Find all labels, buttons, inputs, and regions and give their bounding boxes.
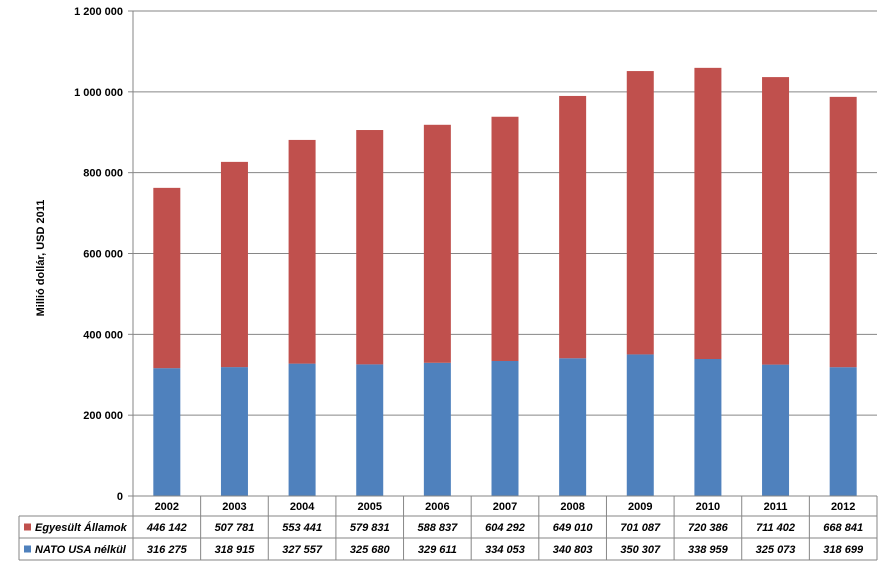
- bar-usa-2002: [153, 187, 181, 369]
- x-tick-label: 2002: [155, 501, 179, 513]
- x-tick-label: 2003: [222, 501, 246, 513]
- data-label: 711 402: [756, 522, 795, 534]
- y-tick-label: 400 000: [83, 329, 123, 341]
- data-label: 316 275: [147, 544, 188, 556]
- bar-usa-2009: [626, 71, 654, 355]
- bar-nato-2007: [491, 360, 519, 496]
- x-tick-label: 2010: [696, 501, 720, 513]
- data-label: 350 307: [620, 544, 661, 556]
- x-tick-label: 2006: [425, 501, 449, 513]
- data-label: 507 781: [215, 522, 255, 534]
- y-tick-label: 1 200 000: [74, 6, 123, 18]
- x-tick-label: 2011: [764, 501, 788, 513]
- bar-usa-2005: [356, 130, 384, 365]
- x-tick-label: 2007: [493, 501, 517, 513]
- bar-usa-2004: [288, 139, 316, 364]
- y-tick-label: 800 000: [83, 168, 123, 180]
- data-label: 340 803: [553, 544, 593, 556]
- bar-nato-2006: [423, 362, 451, 496]
- data-label: 649 010: [553, 522, 594, 534]
- data-label: 334 053: [485, 544, 525, 556]
- legend-swatch: [24, 545, 31, 553]
- y-tick-label: 200 000: [83, 410, 123, 422]
- data-label: 553 441: [282, 522, 322, 534]
- data-label: 329 611: [418, 544, 457, 556]
- x-tick-label: 2005: [357, 501, 381, 513]
- legend-label: NATO USA nélkül: [35, 544, 127, 556]
- bar-usa-2011: [762, 77, 790, 365]
- y-tick-label: 0: [117, 491, 123, 503]
- y-tick-label: 600 000: [83, 249, 123, 261]
- data-label: 327 557: [282, 544, 323, 556]
- bar-usa-2010: [694, 67, 722, 360]
- data-label: 325 073: [756, 544, 796, 556]
- data-table: 2002 2003 2004 2005 2006 2007 2008 2009 2010 2011…: [18, 495, 878, 561]
- bars: [153, 67, 857, 496]
- bar-nato-2011: [762, 364, 790, 496]
- x-tick-label: 2008: [560, 501, 584, 513]
- data-label: 604 292: [485, 522, 525, 534]
- data-label: 338 959: [688, 544, 729, 556]
- x-tick-label: 2009: [628, 501, 652, 513]
- bar-nato-2004: [288, 363, 316, 496]
- x-tick-label: 2004: [290, 501, 315, 513]
- bar-nato-2002: [153, 368, 181, 496]
- data-label: 318 915: [215, 544, 256, 556]
- y-axis-ticks: 0 200 000 400 000 600 000 800 000 1 000 000 1 …: [74, 6, 133, 503]
- bar-nato-2009: [626, 354, 654, 496]
- data-label: 325 680: [350, 544, 391, 556]
- data-label: 701 087: [620, 522, 661, 534]
- bar-nato-2012: [829, 367, 857, 496]
- bar-nato-2003: [220, 367, 248, 496]
- data-label: 668 841: [823, 522, 863, 534]
- data-label: 318 699: [823, 544, 864, 556]
- legend-label: Egyesült Államok: [35, 521, 128, 534]
- y-axis-label: Millió dollár, USD 2011: [35, 200, 47, 317]
- bar-nato-2005: [356, 364, 384, 496]
- bar-usa-2008: [559, 95, 587, 359]
- bar-usa-2007: [491, 116, 519, 361]
- data-label: 720 386: [688, 522, 729, 534]
- x-tick-label: 2012: [831, 501, 855, 513]
- data-label: 446 142: [146, 522, 187, 534]
- bar-usa-2003: [220, 161, 248, 368]
- bar-nato-2010: [694, 359, 722, 496]
- data-label: 588 837: [417, 522, 458, 534]
- data-label: 579 831: [350, 522, 390, 534]
- bar-usa-2006: [423, 124, 451, 363]
- bar-nato-2008: [559, 358, 587, 496]
- y-tick-label: 1 000 000: [74, 87, 123, 99]
- legend-swatch: [24, 523, 31, 531]
- bar-usa-2012: [829, 96, 857, 368]
